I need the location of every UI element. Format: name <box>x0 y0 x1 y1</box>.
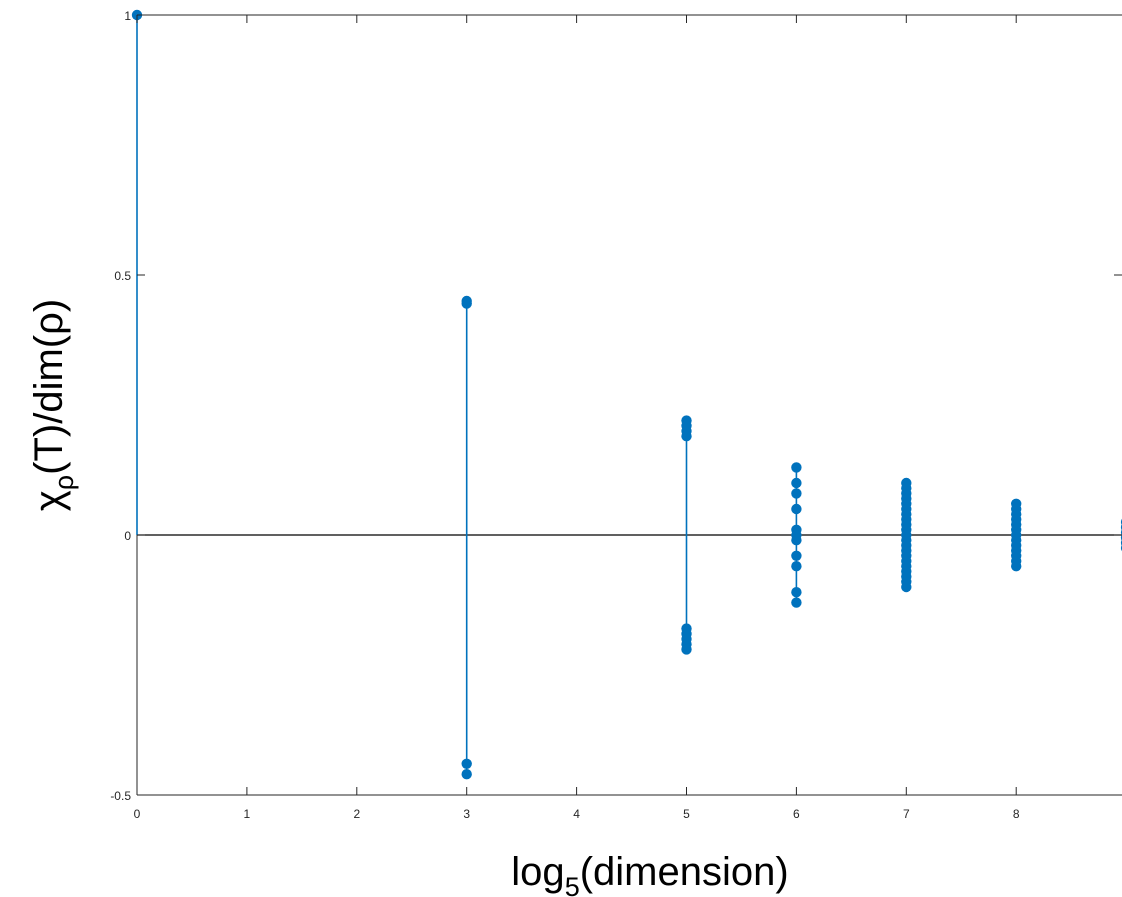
x-tick-label: 1 <box>244 807 251 821</box>
data-point <box>791 488 802 499</box>
data-point <box>791 561 802 572</box>
data-point <box>791 535 802 546</box>
data-point <box>461 758 472 769</box>
data-point <box>461 769 472 780</box>
stems <box>136 15 1018 775</box>
x-axis-title: log5(dimension) <box>511 850 788 897</box>
x-tick-label: 4 <box>573 807 580 821</box>
x-tick-label: 5 <box>683 807 690 821</box>
x-tick-label: 6 <box>793 807 800 821</box>
x-tick-label: 8 <box>1013 807 1020 821</box>
data-point <box>681 431 692 442</box>
data-point <box>791 597 802 608</box>
y-tick-label: 0.5 <box>114 269 131 283</box>
axes-frame <box>136 14 1122 796</box>
y-tick-label: -0.5 <box>110 789 131 803</box>
data-point <box>791 503 802 515</box>
data-point <box>681 644 692 655</box>
x-axis-ticks: 0123456789 <box>134 15 1020 821</box>
x-tick-label: 2 <box>353 807 360 821</box>
x-tick-label: 0 <box>134 807 141 821</box>
y-tick-label: 0 <box>124 529 131 543</box>
x-tick-label: 3 <box>463 807 470 821</box>
x-tick-label: 7 <box>903 807 910 821</box>
markers <box>131 9 1122 780</box>
data-point <box>461 298 472 309</box>
data-point <box>1011 561 1022 572</box>
data-point <box>791 550 802 561</box>
y-axis-ticks: -0.5 0 0.5 1 <box>110 9 1122 803</box>
data-point <box>791 477 802 489</box>
data-point <box>791 462 802 473</box>
y-axis-title: χρ(T)/dim(ρ) <box>27 299 79 511</box>
data-point <box>791 587 802 598</box>
data-point <box>901 581 912 593</box>
y-tick-label: 1 <box>124 9 131 23</box>
